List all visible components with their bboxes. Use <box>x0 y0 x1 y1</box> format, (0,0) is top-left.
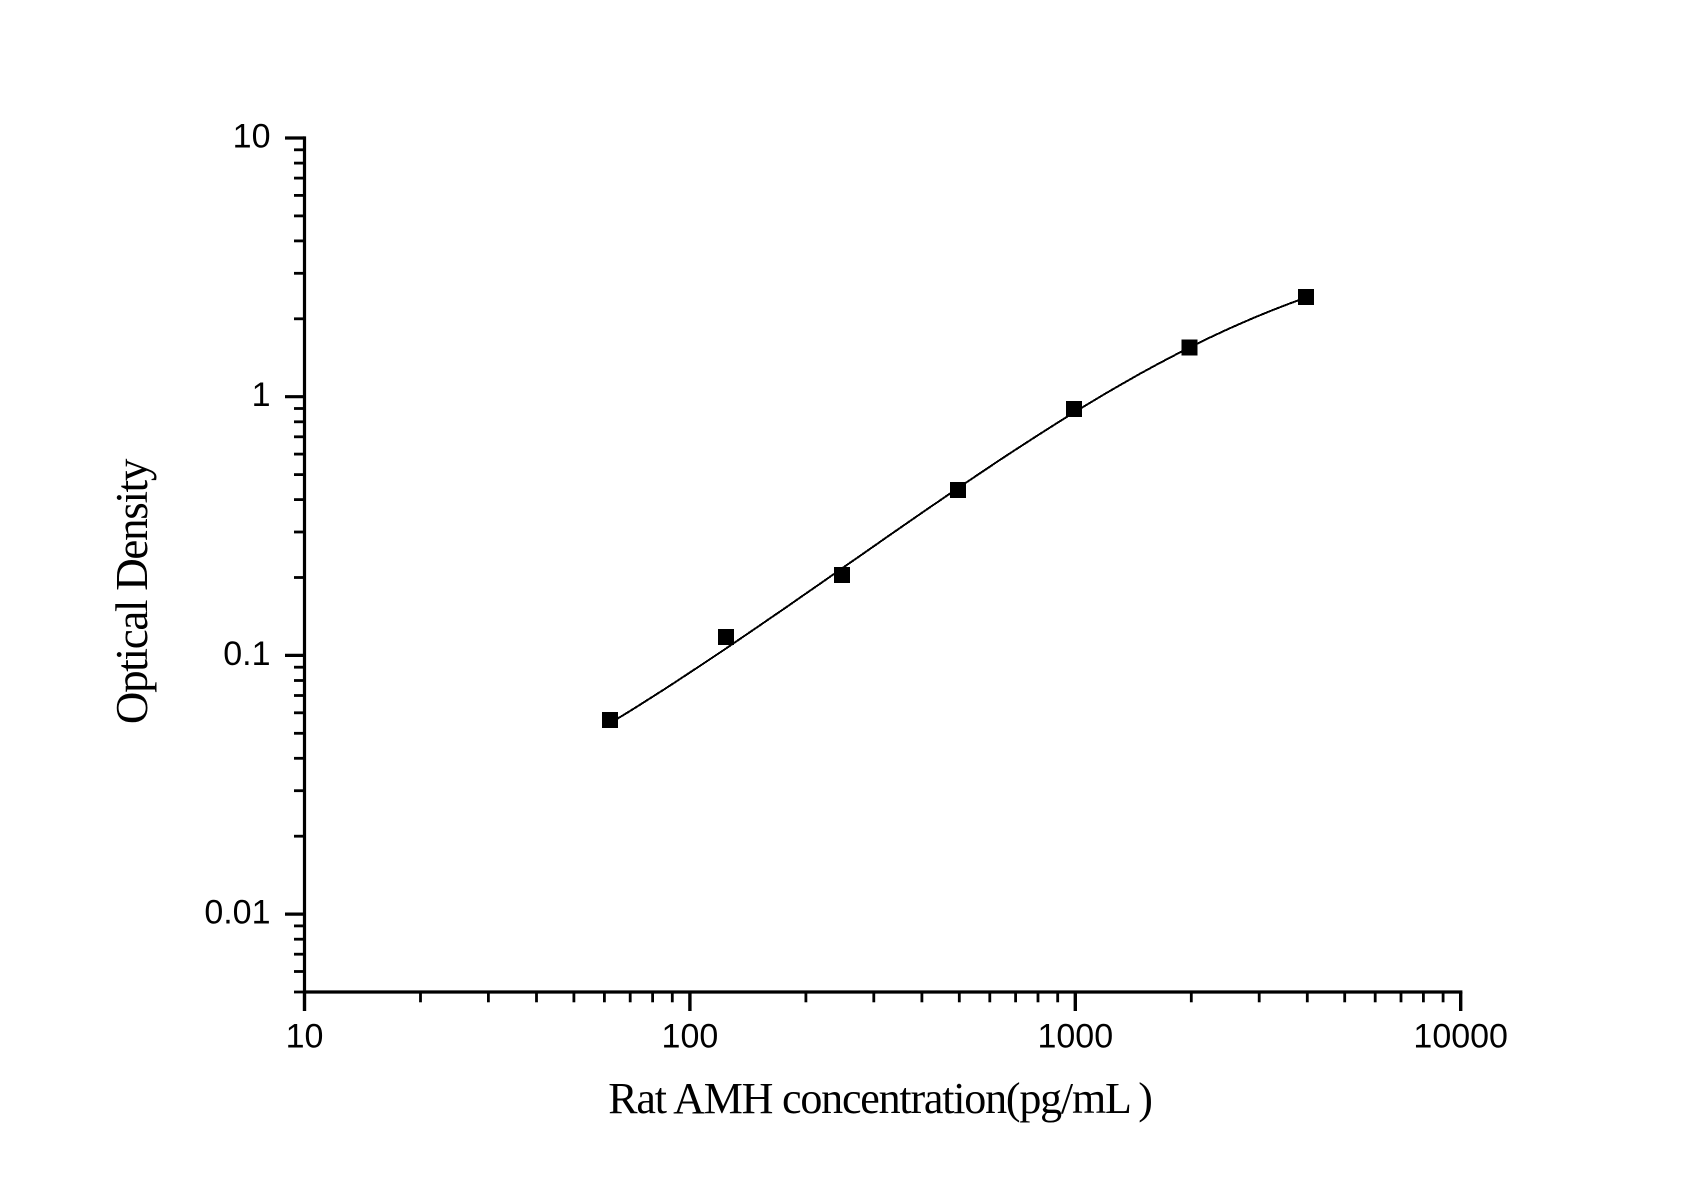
svg-text:100: 100 <box>662 1018 719 1056</box>
svg-text:Rat AMH concentration(pg/mL ): Rat AMH concentration(pg/mL ) <box>608 1074 1151 1123</box>
svg-text:Optical Density: Optical Density <box>107 458 157 724</box>
svg-text:0.01: 0.01 <box>204 894 270 932</box>
svg-text:10000: 10000 <box>1413 1018 1508 1056</box>
svg-text:10: 10 <box>233 117 271 155</box>
svg-text:1: 1 <box>252 376 271 414</box>
svg-text:1000: 1000 <box>1037 1018 1113 1056</box>
svg-text:0.1: 0.1 <box>223 635 270 673</box>
svg-text:10: 10 <box>286 1018 324 1056</box>
